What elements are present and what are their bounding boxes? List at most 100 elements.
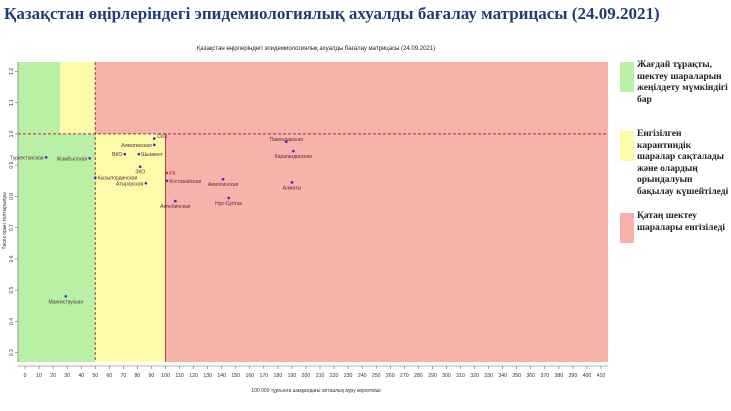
- point-label: Мангистауская: [48, 299, 83, 305]
- point-Кызылординская: Кызылординская: [93, 176, 138, 182]
- legend-text-strict: Қатаң шектеу шаралары енгізіледі: [637, 211, 726, 233]
- y-tick-label: 0.8: [9, 193, 15, 200]
- x-tick-label: 50: [92, 373, 98, 379]
- point-label: СКО: [157, 134, 167, 140]
- x-tick-label: 60: [106, 373, 112, 379]
- x-tick-label: 200: [302, 373, 311, 379]
- point-Туркестанская: Туркестанская: [10, 155, 48, 161]
- point-label: Актюбинская: [160, 204, 191, 210]
- y-tick-label: 0.5: [9, 286, 15, 293]
- point-marker: [285, 140, 288, 143]
- x-tick-label: 20: [50, 373, 56, 379]
- point-Мангистауская: Мангистауская: [48, 295, 83, 305]
- x-tick-label: 70: [120, 373, 126, 379]
- point-Костанайская: Костанайская: [165, 178, 202, 185]
- x-axis-label: 100 000 тұрғынға шаққандағы аптаалық аур…: [251, 388, 380, 394]
- point-marker: [227, 196, 231, 200]
- point-label: ЗКО: [135, 170, 145, 176]
- point-Нур-Султан: Нур-Султан: [215, 196, 243, 207]
- point-label: Карагандинская: [275, 154, 313, 160]
- x-tick-label: 410: [597, 373, 606, 379]
- point-marker: [137, 152, 141, 156]
- x-tick-label: 30: [64, 373, 70, 379]
- x-tick-label: 370: [540, 373, 549, 379]
- legend-text-maintain: Енгізілген карантиндік шаралар сақталады…: [637, 129, 729, 197]
- point-Павлодарская: Павлодарская: [270, 137, 304, 143]
- chart-title: Қазақстан өңірлеріндегі эпидемиологиялық…: [197, 46, 435, 52]
- zone-rect-3: [95, 133, 166, 362]
- point-label: Жамбылская: [57, 156, 88, 162]
- point-ВКО: ВКО: [112, 152, 127, 158]
- legend-item-maintain: Енгізілген карантиндік шаралар сақталады…: [620, 129, 730, 199]
- x-tick-label: 320: [470, 373, 479, 379]
- point-marker: [88, 156, 91, 160]
- zone-rect-0: [18, 133, 96, 362]
- point-marker: [165, 179, 169, 183]
- x-tick-label: 90: [149, 373, 155, 379]
- x-tick-label: 380: [555, 373, 564, 379]
- point-marker: [64, 295, 68, 298]
- legend-item-strict: Қатаң шектеу шаралары енгізіледі: [620, 211, 730, 247]
- point-marker: [292, 149, 295, 153]
- point-Шымкент: Шымкент: [137, 152, 164, 158]
- point-Карагандинская: Карагандинская: [275, 149, 313, 160]
- point-label: Алматы: [283, 185, 302, 191]
- y-axis-label: Төсек орын толтырылуы: [2, 192, 8, 249]
- y-tick-label: 1.0: [9, 130, 15, 137]
- x-tick-label: 400: [583, 373, 592, 379]
- x-tick-label: 250: [372, 373, 381, 379]
- x-tick-label: 40: [78, 373, 84, 379]
- zone-rect-2: [60, 62, 96, 134]
- x-tick-label: 100: [161, 373, 170, 379]
- x-tick-label: 180: [274, 373, 283, 379]
- point-label: Нур-Султан: [215, 201, 242, 207]
- point-marker: [221, 177, 225, 181]
- y-tick-label: 0.3: [9, 349, 15, 356]
- y-tick-label: 1.1: [9, 99, 15, 106]
- legend-item-stable: Жағдай тұрақты, шектеу шараларын жеңілде…: [620, 60, 730, 106]
- point-Актюбинская: Актюбинская: [160, 199, 191, 210]
- x-tick-label: 230: [344, 373, 353, 379]
- x-tick-label: 170: [260, 373, 269, 379]
- x-tick-label: 130: [203, 373, 212, 379]
- x-tick-label: 390: [569, 373, 578, 379]
- zone-layer: [18, 62, 608, 362]
- point-marker: [44, 156, 48, 159]
- zone-rect-5: [165, 62, 608, 362]
- point-ЗКО: ЗКО: [135, 165, 145, 176]
- x-tick-label: 150: [231, 373, 240, 379]
- point-label: Павлодарская: [270, 137, 304, 143]
- x-tick-label: 360: [526, 373, 535, 379]
- x-tick-label: 10: [36, 373, 42, 379]
- point-label: Шымкент: [141, 152, 163, 158]
- x-tick-label: 160: [245, 373, 254, 379]
- x-tick-label: 220: [330, 373, 339, 379]
- x-tick-label: 210: [316, 373, 325, 379]
- y-tick-label: 0.4: [9, 318, 15, 325]
- x-tick-label: 110: [175, 373, 183, 379]
- point-marker: [290, 181, 294, 184]
- point-label: РК: [169, 171, 175, 177]
- x-tick-label: 280: [414, 373, 423, 379]
- x-tick-label: 300: [442, 373, 451, 379]
- point-label: Акмолинская: [208, 182, 239, 188]
- legend-swatch-yellow: [620, 131, 634, 161]
- x-tick-label: 140: [217, 373, 226, 379]
- y-tick-label: 1.2: [9, 68, 15, 75]
- point-label: Туркестанская: [10, 155, 44, 161]
- zone-rect-4: [95, 62, 166, 134]
- y-tick-label: 0.9: [9, 161, 15, 168]
- point-Жамбылская: Жамбылская: [57, 156, 91, 162]
- x-tick-label: 340: [498, 373, 507, 379]
- point-СКО: СКО: [152, 134, 167, 140]
- x-tick-label: 350: [512, 373, 521, 379]
- point-marker: [138, 165, 142, 168]
- x-tick-label: 330: [484, 373, 493, 379]
- zone-rect-1: [18, 62, 61, 134]
- axes: 0.3 0.4 0.5 0.6 0.7 0.8 0.9 1.0 1.1 1.2 0 10 20 30 40 5…: [9, 62, 608, 379]
- x-tick-label: 270: [400, 373, 409, 379]
- x-tick-label: 80: [135, 373, 141, 379]
- point-label: Кызылординская: [98, 176, 138, 182]
- epidemiological-matrix-chart: Қазақстан өңірлеріндегі эпидемиологиялық…: [2, 46, 608, 394]
- point-marker: [165, 171, 169, 175]
